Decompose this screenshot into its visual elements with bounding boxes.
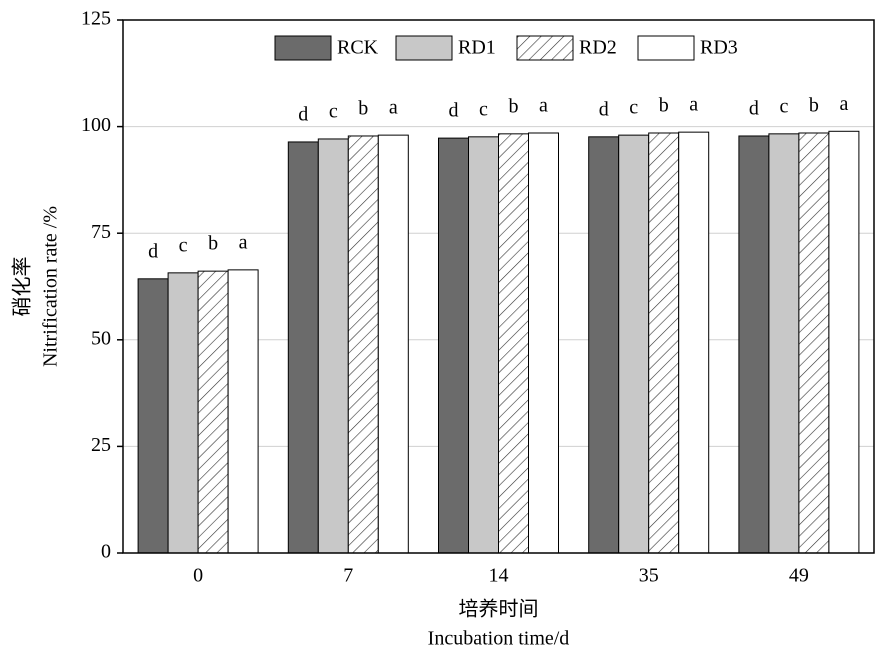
legend-label: RCK <box>337 37 379 59</box>
legend-label: RD2 <box>579 37 617 59</box>
bar <box>528 132 559 554</box>
x-tick-label: 0 <box>193 565 203 587</box>
value-label: c <box>779 95 788 117</box>
value-label: a <box>239 231 248 253</box>
legend-swatch <box>516 35 574 61</box>
bar <box>768 133 800 554</box>
x-tick-label: 14 <box>489 565 509 587</box>
legend-swatch <box>395 35 453 61</box>
y-tick-label: 0 <box>101 541 111 563</box>
value-label: d <box>298 104 308 126</box>
bar <box>618 134 650 554</box>
bar <box>828 130 860 554</box>
value-label: b <box>358 98 368 120</box>
x-tick-label: 35 <box>639 565 659 587</box>
y-axis-title: Nitrification rate /% <box>40 206 62 367</box>
value-label: c <box>479 98 488 120</box>
bar <box>738 135 770 554</box>
value-label: a <box>389 97 398 119</box>
y-axis-title: 硝化率 <box>11 257 34 317</box>
bar <box>648 132 680 554</box>
bar <box>678 131 710 554</box>
value-label: b <box>809 95 819 117</box>
bar <box>798 132 830 554</box>
value-label: c <box>329 101 338 123</box>
bar <box>468 136 499 554</box>
bar <box>137 278 169 554</box>
y-tick-label: 100 <box>81 114 111 136</box>
x-axis-title: 培养时间 <box>459 598 539 621</box>
value-label: c <box>629 97 638 119</box>
value-label: a <box>539 95 548 117</box>
bar <box>498 133 529 554</box>
value-label: a <box>689 94 698 116</box>
bar <box>347 135 379 554</box>
value-label: b <box>659 95 669 117</box>
bar <box>197 270 229 554</box>
bar <box>588 136 620 554</box>
plot-frame <box>122 19 875 554</box>
bar <box>227 269 259 554</box>
y-tick-label: 25 <box>91 434 111 456</box>
legend-swatch <box>637 35 695 61</box>
value-label: d <box>749 98 759 120</box>
bar <box>167 272 199 554</box>
value-label: b <box>208 233 218 255</box>
legend-label: RD1 <box>458 37 496 59</box>
value-label: b <box>509 95 519 117</box>
bar <box>317 138 349 554</box>
x-tick-label: 49 <box>789 565 809 587</box>
legend-swatch <box>274 35 332 61</box>
value-label: d <box>599 98 609 120</box>
value-label: d <box>449 100 459 122</box>
value-label: c <box>179 234 188 256</box>
bar <box>287 141 319 554</box>
y-tick-label: 125 <box>81 8 111 30</box>
y-tick-label: 50 <box>91 327 111 349</box>
bar <box>377 134 409 554</box>
x-tick-label: 7 <box>343 565 353 587</box>
bar <box>438 137 469 554</box>
x-axis-title: Incubation time/d <box>428 628 570 650</box>
value-label: a <box>839 93 848 115</box>
y-tick-label: 75 <box>91 221 111 243</box>
value-label: d <box>148 240 158 262</box>
legend-label: RD3 <box>700 37 738 59</box>
